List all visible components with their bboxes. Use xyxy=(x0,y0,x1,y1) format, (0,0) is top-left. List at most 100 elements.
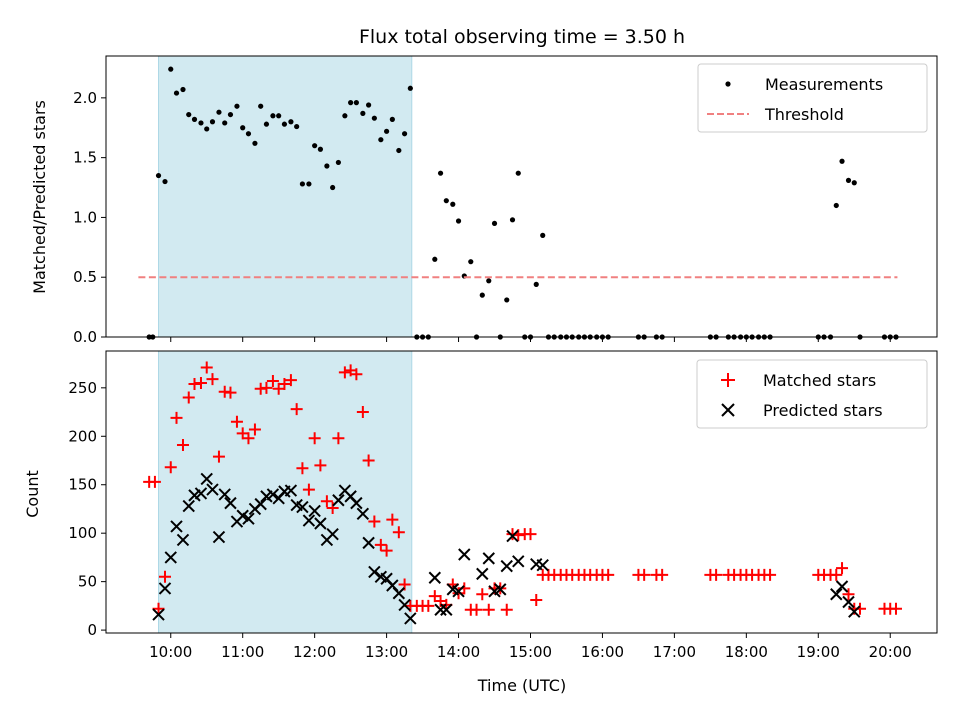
count-panel: 0 50 100 150 200 250 10:00 11:00 12:00 13:00 14:0… xyxy=(23,350,938,695)
data-point xyxy=(284,374,297,387)
data-point xyxy=(848,605,861,618)
y-tick-label: 0.0 xyxy=(73,328,97,346)
data-point xyxy=(842,595,855,609)
data-point xyxy=(252,140,258,146)
data-point xyxy=(398,598,411,612)
data-point xyxy=(266,375,279,388)
data-point xyxy=(260,381,273,394)
ratio-legend: Measurements Threshold xyxy=(697,63,928,133)
data-point xyxy=(536,558,549,572)
data-point xyxy=(182,391,195,404)
data-point xyxy=(332,494,345,507)
data-point xyxy=(276,113,282,119)
data-point xyxy=(338,366,351,379)
data-point xyxy=(350,496,363,510)
data-point xyxy=(308,504,321,518)
data-point xyxy=(330,184,336,191)
data-point xyxy=(194,376,207,389)
data-point xyxy=(452,585,465,598)
count-panel-frame xyxy=(105,350,938,634)
data-point xyxy=(230,415,243,428)
data-point xyxy=(353,100,359,106)
legend-predicted-label: Predicted stars xyxy=(763,401,883,420)
data-point xyxy=(482,603,495,616)
data-point xyxy=(432,256,438,262)
data-point xyxy=(836,562,849,575)
data-point xyxy=(383,128,390,134)
count-legend: Matched stars Predicted stars xyxy=(696,359,928,429)
data-point xyxy=(396,147,402,154)
y-tick-label: 0.5 xyxy=(73,268,97,286)
series-predicted-stars xyxy=(152,472,861,625)
data-point xyxy=(458,548,471,561)
data-point xyxy=(378,137,384,143)
data-point xyxy=(186,111,192,118)
data-point xyxy=(386,513,399,526)
data-point xyxy=(278,377,291,390)
data-point xyxy=(308,432,321,445)
data-point xyxy=(320,495,333,508)
data-point xyxy=(200,361,213,374)
data-point xyxy=(368,515,381,528)
data-point xyxy=(162,178,168,185)
y-tick-label: 0 xyxy=(87,621,97,639)
data-point xyxy=(515,170,521,176)
data-point xyxy=(455,218,462,224)
y-tick-label: 150 xyxy=(68,476,97,494)
data-point xyxy=(839,158,845,164)
data-point xyxy=(482,552,495,565)
data-point xyxy=(270,113,276,119)
data-point xyxy=(152,608,165,621)
data-point xyxy=(443,198,449,204)
data-point xyxy=(296,500,309,514)
x-tick-label: 13:00 xyxy=(365,643,408,661)
data-point xyxy=(368,565,381,579)
ratio-panel: 0.00.51.01.52.0 Matched/Predicted stars … xyxy=(30,55,938,346)
data-point xyxy=(842,588,855,601)
data-point xyxy=(176,533,190,547)
data-point xyxy=(326,501,339,514)
data-point xyxy=(258,103,264,109)
data-point xyxy=(212,450,225,463)
data-point xyxy=(392,587,406,600)
data-point xyxy=(851,180,857,186)
data-point xyxy=(227,111,234,118)
data-point xyxy=(294,123,300,130)
data-point xyxy=(524,528,537,541)
ratio-x-ticks xyxy=(170,337,891,342)
data-point xyxy=(710,568,723,581)
data-point xyxy=(764,568,777,581)
data-point xyxy=(602,568,615,581)
x-tick-label: 15:00 xyxy=(509,643,552,661)
data-point xyxy=(170,520,183,533)
legend-measurements-marker xyxy=(725,81,731,87)
data-point xyxy=(401,131,408,137)
data-point xyxy=(845,177,852,183)
data-point xyxy=(500,559,513,573)
ratio-panel-frame xyxy=(105,55,938,338)
data-point xyxy=(266,488,280,501)
data-point xyxy=(302,483,315,496)
data-point xyxy=(248,423,261,436)
data-point xyxy=(164,461,177,474)
data-point xyxy=(299,181,306,187)
data-point xyxy=(314,459,327,472)
data-point xyxy=(254,497,267,511)
data-point xyxy=(324,163,330,169)
data-point xyxy=(348,100,354,106)
data-point xyxy=(392,526,405,539)
series-matched-stars xyxy=(143,361,902,616)
data-point xyxy=(440,603,453,616)
legend-threshold-label: Threshold xyxy=(764,105,844,124)
data-point xyxy=(889,602,902,615)
data-point xyxy=(312,143,318,149)
x-tick-label: 18:00 xyxy=(725,643,768,661)
data-point xyxy=(407,85,413,91)
data-point xyxy=(434,603,447,616)
legend-predicted-marker xyxy=(721,403,735,417)
data-point xyxy=(428,571,442,584)
data-point xyxy=(476,588,489,601)
data-point xyxy=(152,602,165,615)
data-point xyxy=(437,170,444,176)
